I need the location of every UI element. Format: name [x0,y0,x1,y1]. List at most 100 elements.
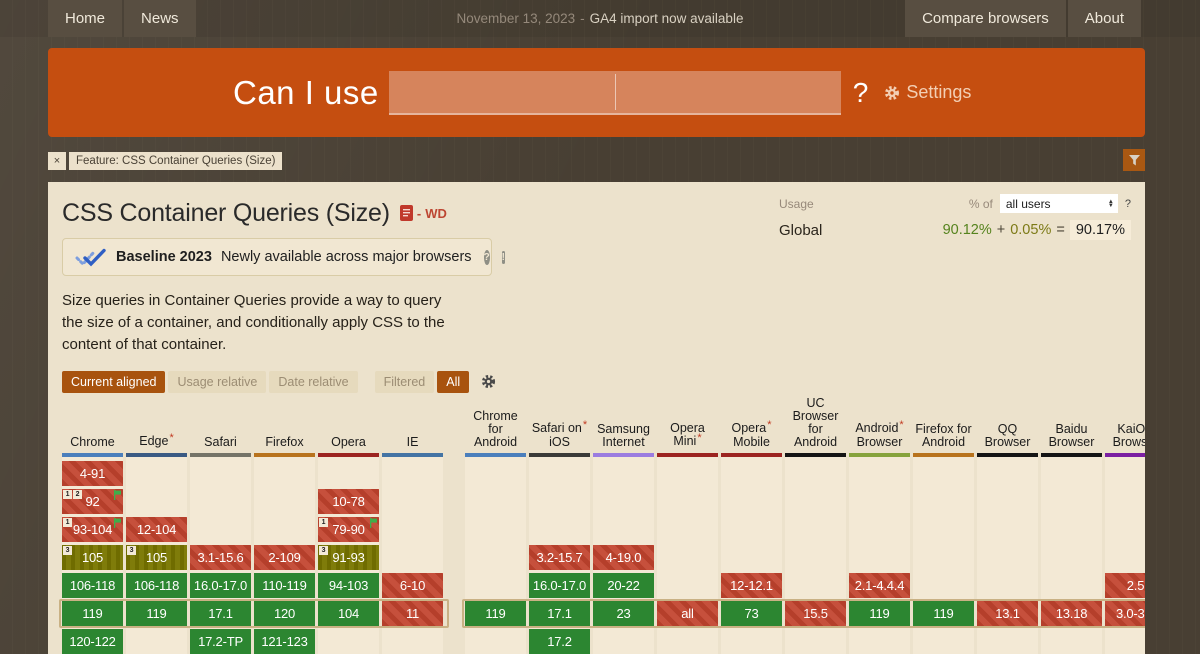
baseline-help-icon[interactable]: ? [483,249,490,265]
usage-help-button[interactable]: ? [1124,197,1131,210]
row-slot [529,461,590,486]
version-cell-safari-3.1-15.6[interactable]: 3.1-15.6 [190,545,251,570]
row-slot: 119 [849,601,910,626]
filter-filtered-button[interactable]: Filtered [374,370,435,393]
filter-all-button[interactable]: All [437,370,470,393]
view-current-aligned-button[interactable]: Current aligned [62,370,166,393]
browser-header-and_uc: UC Browser for Android [792,396,839,449]
version-cell-baidu-13.18[interactable]: 13.18 [1041,601,1102,626]
version-cell-ie-6-10[interactable]: 6-10 [382,573,443,598]
row-slot [529,517,590,542]
browser-column-body: 12-104 105 3 106-118 119 [126,457,187,654]
version-cell-ios_saf-17.1[interactable]: 17.1 [529,601,590,626]
version-cell-chrome-120-122[interactable]: 120-122 [62,629,123,654]
version-cell-ios_saf-3.2-15.7[interactable]: 3.2-15.7 [529,545,590,570]
row-slot: 15.5 [785,601,846,626]
version-cell-opera-94-103[interactable]: 94-103 [318,573,379,598]
version-cell-edge-12-104[interactable]: 12-104 [126,517,187,542]
version-cell-and_uc-15.5[interactable]: 15.5 [785,601,846,626]
version-cell-samsung-4-19.0[interactable]: 4-19.0 [593,545,654,570]
nav-home-button[interactable]: Home [48,0,123,37]
version-label: 12-104 [136,522,177,537]
version-cell-firefox-110-119[interactable]: 110-119 [254,573,315,598]
version-cell-chrome-92[interactable]: 92 1 2 [62,489,123,514]
version-cell-ie-11[interactable]: 11 [382,601,443,626]
version-cell-ios_saf-16.0-17.0[interactable]: 16.0-17.0 [529,573,590,598]
version-label: 93-104 [72,522,113,537]
note-badge: 1 [319,518,328,527]
row-slot: 12-104 [126,517,187,542]
version-cell-and_chr-119[interactable]: 119 [465,601,526,626]
browser-color-bar [593,453,654,457]
version-cell-ios_saf-17.2[interactable]: 17.2 [529,629,590,654]
nav-about-button[interactable]: About [1067,0,1141,37]
version-cell-edge-105[interactable]: 105 3 [126,545,187,570]
browser-column-body: 4-91 92 1 2 93-104 1 105 3 106-118 119 120-122 [62,457,123,654]
version-cell-safari-16.0-17.0[interactable]: 16.0-17.0 [190,573,251,598]
view-date-relative-button[interactable]: Date relative [269,370,358,393]
table-settings-button[interactable] [481,374,496,389]
row-slot: 94-103 [318,573,379,598]
version-cell-chrome-93-104[interactable]: 93-104 1 [62,517,123,542]
version-cell-edge-106-118[interactable]: 106-118 [126,573,187,598]
version-cell-and_ff-119[interactable]: 119 [913,601,974,626]
note-badge: 2 [73,490,82,499]
browser-color-bar [126,453,187,457]
row-slot [1105,545,1145,570]
version-cell-opera-10-78[interactable]: 10-78 [318,489,379,514]
version-cell-safari-17.1[interactable]: 17.1 [190,601,251,626]
baseline-feedback-icon[interactable]: ! [501,250,506,264]
version-cell-chrome-106-118[interactable]: 106-118 [62,573,123,598]
nav-news-button[interactable]: News [124,0,196,37]
browser-column-ios_saf: Safari on* iOS 3.2-15.7 16.0-17.0 17.1 17.2 [529,401,590,654]
top-navigation: Home News November 13, 2023 - GA4 import… [0,0,1200,37]
version-cell-firefox-120[interactable]: 120 [254,601,315,626]
version-label: 106-118 [69,578,116,593]
site-logo[interactable]: Can I use [233,73,379,111]
row-slot: 91-93 3 [318,545,379,570]
version-cell-opera-91-93[interactable]: 91-93 3 [318,545,379,570]
version-cell-op_mob-12-12.1[interactable]: 12-12.1 [721,573,782,598]
flag-icon [113,518,122,528]
version-cell-kaios-3.0-3.1[interactable]: 3.0-3.1 [1105,601,1145,626]
settings-button[interactable]: Settings [884,82,971,103]
row-slot [254,461,315,486]
version-cell-firefox-2-109[interactable]: 2-109 [254,545,315,570]
version-cell-kaios-2.5[interactable]: 2.5 [1105,573,1145,598]
view-usage-relative-button[interactable]: Usage relative [168,370,267,393]
version-cell-opera-79-90[interactable]: 79-90 1 [318,517,379,542]
row-slot: 17.1 [529,601,590,626]
version-cell-firefox-121-123[interactable]: 121-123 [254,629,315,654]
row-slot [849,517,910,542]
usage-select[interactable]: all users ▲ ▼ [999,194,1118,213]
version-cell-android-119[interactable]: 119 [849,601,910,626]
row-slot [657,461,718,486]
search-help-button[interactable]: ? [852,76,869,108]
version-label: 106-118 [133,578,180,593]
version-cell-edge-119[interactable]: 119 [126,601,187,626]
version-cell-android-2.1-4.4.4[interactable]: 2.1-4.4.4 [849,573,910,598]
filter-button[interactable] [1123,149,1145,171]
row-slot [190,461,251,486]
browser-column-baidu: Baidu Browser 13.18 [1041,401,1102,654]
version-cell-chrome-4-91[interactable]: 4-91 [62,461,123,486]
row-slot [1041,629,1102,654]
row-slot [657,489,718,514]
browser-column-body: 3.2-15.7 16.0-17.0 17.1 17.2 [529,457,590,654]
version-cell-op_mob-73[interactable]: 73 [721,601,782,626]
remove-feature-tag-button[interactable]: × [48,152,66,170]
version-cell-qq-13.1[interactable]: 13.1 [977,601,1038,626]
row-slot [465,461,526,486]
row-slot: 3.2-15.7 [529,545,590,570]
version-cell-samsung-23[interactable]: 23 [593,601,654,626]
version-cell-opera-104[interactable]: 104 [318,601,379,626]
spec-document-icon[interactable] [399,205,413,221]
version-cell-safari-17.2-TP[interactable]: 17.2-TP [190,629,251,654]
nav-compare-browsers-button[interactable]: Compare browsers [905,0,1066,37]
version-cell-chrome-119[interactable]: 119 [62,601,123,626]
version-cell-op_mini-all[interactable]: all [657,601,718,626]
spec-status-link[interactable]: WD [425,205,447,221]
version-cell-samsung-20-22[interactable]: 20-22 [593,573,654,598]
version-cell-chrome-105[interactable]: 105 3 [62,545,123,570]
browser-column-body: 12-12.1 73 [721,457,782,654]
